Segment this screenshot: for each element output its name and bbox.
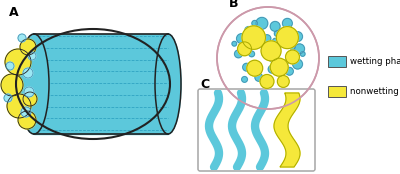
Circle shape <box>256 38 261 43</box>
Circle shape <box>261 41 281 61</box>
Circle shape <box>242 77 247 82</box>
Circle shape <box>21 107 31 117</box>
Circle shape <box>260 74 274 88</box>
Circle shape <box>7 94 31 118</box>
Ellipse shape <box>19 34 49 134</box>
Circle shape <box>18 111 36 129</box>
Circle shape <box>277 76 289 87</box>
Text: C: C <box>200 78 209 91</box>
Circle shape <box>238 42 252 56</box>
Circle shape <box>242 26 266 49</box>
Circle shape <box>249 51 254 57</box>
Text: nonwetting phase: nonwetting phase <box>350 87 400 96</box>
Circle shape <box>287 26 292 31</box>
Circle shape <box>6 62 14 70</box>
Circle shape <box>28 52 36 60</box>
Polygon shape <box>34 34 168 134</box>
Text: B: B <box>229 0 238 10</box>
Circle shape <box>270 21 280 31</box>
Circle shape <box>280 41 285 47</box>
Circle shape <box>300 52 305 56</box>
Circle shape <box>245 27 252 34</box>
Ellipse shape <box>155 34 181 134</box>
Circle shape <box>20 39 36 55</box>
Circle shape <box>290 44 295 50</box>
Circle shape <box>293 59 302 69</box>
Circle shape <box>273 38 278 43</box>
Circle shape <box>276 27 298 49</box>
Circle shape <box>5 49 31 75</box>
Circle shape <box>286 50 300 64</box>
Circle shape <box>1 74 23 96</box>
Polygon shape <box>274 93 300 167</box>
Circle shape <box>217 7 319 109</box>
Circle shape <box>270 58 288 76</box>
Circle shape <box>23 92 37 106</box>
Text: A: A <box>9 6 19 19</box>
Circle shape <box>293 32 302 41</box>
Circle shape <box>255 73 263 81</box>
Circle shape <box>269 56 275 62</box>
Circle shape <box>232 41 237 46</box>
Circle shape <box>243 63 250 71</box>
Circle shape <box>262 51 268 57</box>
Circle shape <box>295 44 304 54</box>
Circle shape <box>4 94 12 102</box>
Circle shape <box>247 60 263 76</box>
Circle shape <box>285 59 290 63</box>
Circle shape <box>24 87 34 97</box>
Circle shape <box>282 18 292 28</box>
Circle shape <box>236 34 246 44</box>
Text: wetting phase: wetting phase <box>350 57 400 66</box>
FancyBboxPatch shape <box>198 89 315 171</box>
Circle shape <box>268 65 276 73</box>
Circle shape <box>252 21 258 26</box>
FancyBboxPatch shape <box>328 56 346 67</box>
Circle shape <box>256 17 268 29</box>
Circle shape <box>18 34 26 42</box>
Circle shape <box>274 31 280 36</box>
Circle shape <box>286 67 293 75</box>
Circle shape <box>249 41 254 46</box>
FancyBboxPatch shape <box>328 86 346 97</box>
Circle shape <box>23 68 33 78</box>
Circle shape <box>263 35 271 42</box>
Circle shape <box>234 50 242 58</box>
Bar <box>199 90 314 170</box>
